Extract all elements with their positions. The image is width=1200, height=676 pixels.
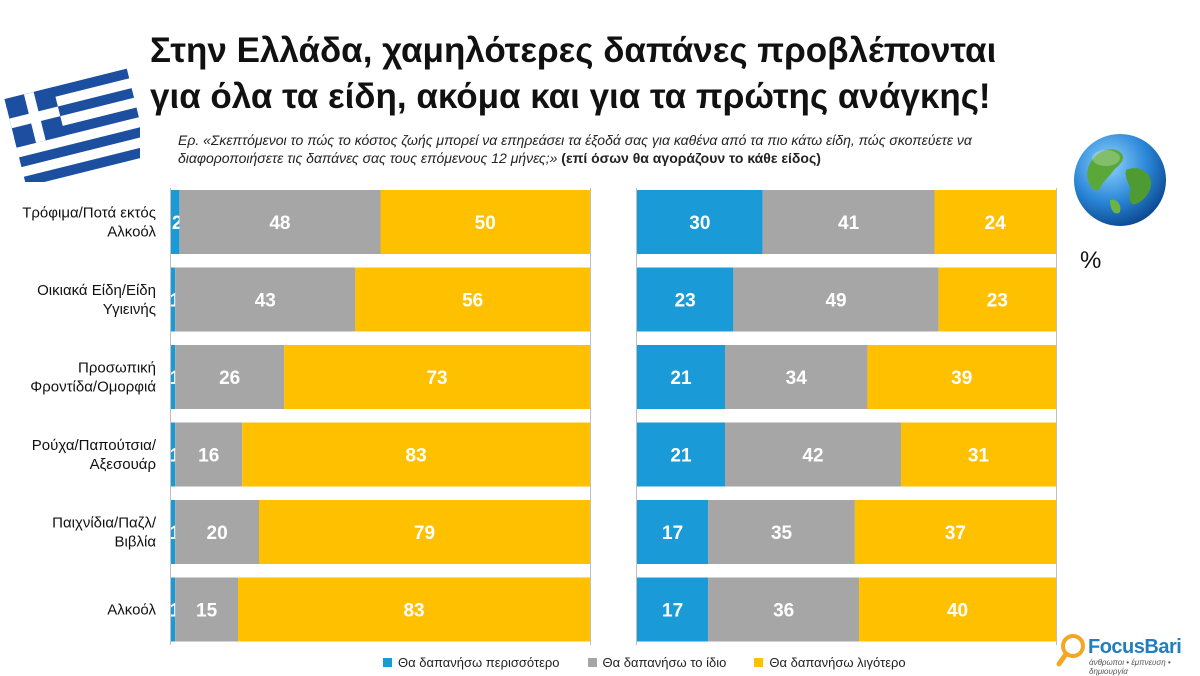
bar-segment [171, 345, 176, 409]
legend-swatch-same [587, 658, 597, 667]
bar-segment [179, 190, 381, 254]
legend-swatch-less [754, 658, 764, 667]
bar-segment [175, 345, 285, 409]
data-label: 15 [196, 601, 218, 622]
title-line-2: για όλα τα είδη, ακόμα και για τα πρώτης… [150, 77, 991, 116]
bar-segment [724, 422, 901, 487]
legend-swatch-more [383, 658, 392, 667]
data-label: 79 [414, 523, 435, 544]
bar-segment [934, 190, 1056, 254]
bar-segment [284, 345, 590, 409]
bar-segment [724, 345, 868, 409]
bar-segment [637, 500, 709, 564]
bar-segment [859, 577, 1056, 642]
data-label: 34 [786, 368, 808, 389]
legend-item-same: Θα δαπανήσω το ίδιο [587, 655, 727, 670]
legend-label-more: Θα δαπανήσω περισσότερο [398, 655, 560, 670]
data-label: 20 [207, 523, 228, 544]
magnifier-logo-icon [1056, 634, 1085, 667]
bar-segment [171, 500, 176, 564]
data-label: 16 [198, 446, 219, 467]
bar-segment [171, 577, 176, 642]
data-label: 40 [947, 601, 968, 622]
data-label: 23 [675, 291, 696, 312]
bar-segment [171, 422, 176, 487]
data-label: 50 [475, 213, 496, 234]
category-label: Ρούχα/Παπούτσια/Αξεσουάρ [32, 437, 157, 473]
data-label: 21 [670, 368, 692, 389]
data-label: 21 [670, 446, 692, 467]
data-label: 17 [662, 601, 683, 622]
bar-segment [854, 500, 1056, 564]
category-label: Οικιακά Είδη/Είδη Υγιεινής [37, 282, 156, 318]
bar-segment [637, 345, 725, 409]
title-line-1: Στην Ελλάδα, χαμηλότερες δαπάνες προβλέπ… [150, 31, 997, 70]
brand-logo-tagline: άνθρωποι • έμπνευση • δημιουργία [1089, 658, 1171, 676]
bar-segment [900, 422, 1056, 487]
data-label: 23 [987, 291, 1008, 312]
legend-label-same: Θα δαπανήσω το ίδιο [602, 655, 727, 670]
bar-segment [708, 577, 860, 642]
category-label: Παιχνίδια/Παζλ/Βιβλία [52, 515, 157, 551]
greece-flag-icon [4, 68, 140, 182]
legend-item-less: Θα δαπανήσω λιγότερο [754, 655, 906, 670]
bar-segment [175, 577, 239, 642]
data-label: 26 [219, 368, 240, 389]
bar-segment [355, 267, 590, 332]
bar-segment [708, 500, 855, 564]
data-label: 39 [951, 368, 972, 389]
data-label: 83 [403, 601, 424, 622]
legend-label-less: Θα δαπανήσω λιγότερο [769, 655, 906, 670]
data-label: 2 [172, 213, 183, 234]
bar-segment [637, 267, 734, 332]
data-label: 24 [985, 213, 1007, 234]
bar-segment [171, 267, 176, 332]
data-label: 42 [802, 446, 823, 467]
bar-segment [762, 190, 935, 254]
bar-segment [238, 577, 591, 642]
data-label: 36 [773, 601, 794, 622]
data-label: 49 [825, 291, 846, 312]
page-title: Στην Ελλάδα, χαμηλότερες δαπάνες προβλέπ… [150, 28, 1150, 120]
data-label: 83 [406, 446, 427, 467]
category-label: Αλκοόλ [107, 602, 156, 619]
bar-segment [867, 345, 1056, 409]
bar-segment [175, 422, 243, 487]
bar-segment [258, 500, 590, 564]
data-label: 48 [269, 213, 290, 234]
bar-segment [175, 267, 356, 332]
bar-segment [380, 190, 590, 254]
bar-segment [175, 500, 259, 564]
bar-segment [171, 190, 180, 254]
chart-legend: Θα δαπανήσω περισσότερο Θα δαπανήσω το ί… [383, 655, 906, 670]
data-label: 43 [255, 291, 276, 312]
bar-segment [242, 422, 591, 487]
bar-segment [733, 267, 939, 332]
data-label: 56 [462, 291, 483, 312]
question-text: Ερ. «Σκεπτόμενοι το πώς το κόστος ζωής μ… [178, 131, 1058, 167]
bar-segment [637, 577, 709, 642]
legend-item-more: Θα δαπανήσω περισσότερο [383, 655, 560, 670]
brand-logo-text: FocusBari [1088, 636, 1182, 658]
data-label: 73 [426, 368, 447, 389]
data-label: 31 [968, 446, 990, 467]
question-body: Ερ. «Σκεπτόμενοι το πώς το κόστος ζωής μ… [178, 132, 972, 166]
category-label: Τρόφιμα/Ποτά εκτός Αλκοόλ [22, 205, 156, 241]
globe-icon [1074, 134, 1166, 226]
category-label: Προσωπική Φροντίδα/Ομορφιά [30, 360, 156, 396]
bar-segment [637, 190, 763, 254]
bar-segment [637, 422, 725, 487]
data-label: 17 [662, 523, 683, 544]
data-label: 37 [945, 523, 966, 544]
data-label: 35 [771, 523, 793, 544]
data-label: 41 [838, 213, 860, 234]
data-label: 30 [689, 213, 710, 234]
question-note: (επί όσων θα αγοράζουν το κάθε είδος) [561, 150, 821, 166]
unit-label: % [1080, 247, 1102, 274]
bar-segment [938, 267, 1056, 332]
